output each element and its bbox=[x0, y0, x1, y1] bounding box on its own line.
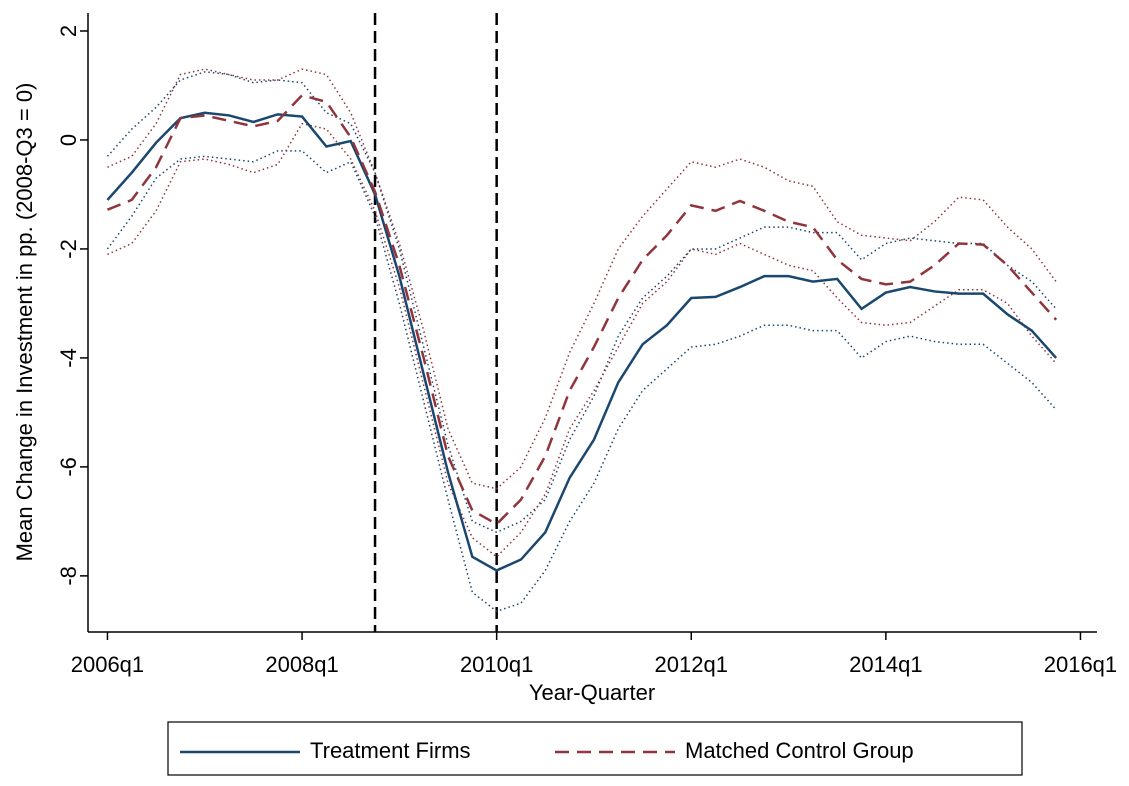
y-tick-label: -2 bbox=[56, 239, 81, 259]
x-tick-label: 2016q1 bbox=[1044, 652, 1117, 677]
confidence-bound bbox=[106, 71, 1057, 534]
y-tick-label: 2 bbox=[56, 25, 81, 37]
x-tick-label: 2012q1 bbox=[655, 652, 728, 677]
x-tick-label: 2008q1 bbox=[265, 652, 338, 677]
confidence-bound bbox=[106, 150, 1057, 613]
legend bbox=[167, 721, 1023, 776]
x-tick-label: 2006q1 bbox=[71, 652, 144, 677]
series-line bbox=[106, 111, 1058, 572]
x-tick-label: 2014q1 bbox=[849, 652, 922, 677]
y-tick-label: -4 bbox=[56, 348, 81, 368]
y-tick-label: -6 bbox=[56, 457, 81, 477]
x-axis-title: Year-Quarter bbox=[529, 680, 655, 705]
y-tick-label: -8 bbox=[56, 566, 81, 586]
x-tick-label: 2010q1 bbox=[460, 652, 533, 677]
y-tick-label: 0 bbox=[56, 134, 81, 146]
legend-label: Matched Control Group bbox=[685, 738, 914, 763]
y-axis-title: Mean Change in Investment in pp. (2008-Q… bbox=[12, 83, 37, 562]
confidence-bound bbox=[107, 122, 1057, 558]
legend-label: Treatment Firms bbox=[310, 738, 471, 763]
confidence-bound bbox=[107, 68, 1057, 490]
series-line bbox=[106, 93, 1058, 526]
